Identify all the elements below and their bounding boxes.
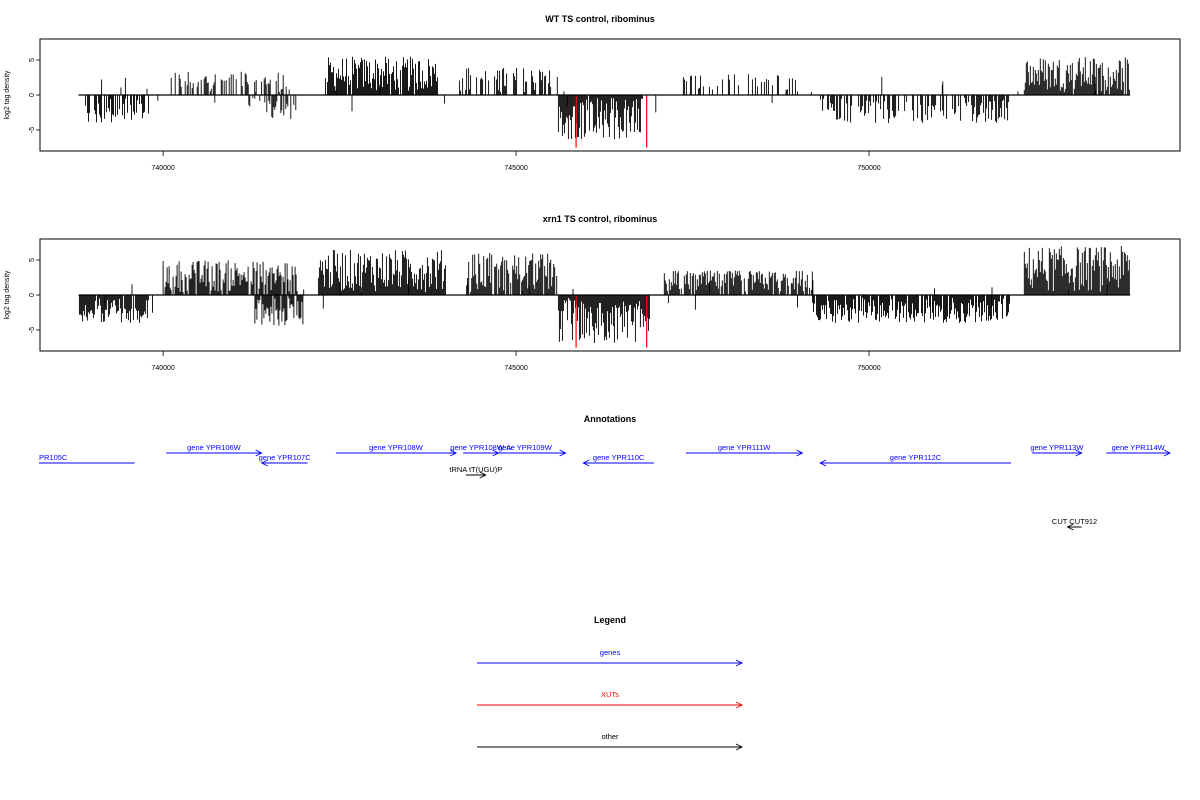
- annotation-feature: gene YPR109W: [484, 443, 567, 457]
- panel-title: xrn1 TS control, ribominus: [543, 214, 658, 224]
- legend-item-xuts: XUTs: [477, 690, 744, 709]
- arrowhead-icon: [1075, 449, 1083, 457]
- annotation-feature: gene YPR113W: [1030, 443, 1084, 457]
- legend-item-other: other: [477, 732, 744, 751]
- signal-bars: [78, 246, 1130, 348]
- legend: Legend genes XUTs other: [477, 615, 744, 751]
- y-axis-label: log2 tag density: [4, 270, 11, 320]
- arrowhead-icon: [449, 449, 458, 457]
- annotation-feature: gene YPR111W: [685, 443, 804, 457]
- arrowhead-icon: [1066, 523, 1074, 531]
- panel-title: WT TS control, ribominus: [545, 14, 655, 24]
- annotation-feature: gene YPR108W: [335, 443, 458, 457]
- annotations-title: Annotations: [584, 414, 637, 424]
- legend-label: XUTs: [601, 690, 619, 699]
- x-tick-label: 745000: [504, 165, 527, 172]
- annotation-feature: gene YPR110C: [582, 453, 654, 467]
- feature-label: gene YPR108W: [369, 443, 424, 452]
- y-tick-label: 0: [29, 293, 36, 297]
- arrowhead-icon: [559, 449, 567, 457]
- feature-label: gene YPR113W: [1030, 443, 1084, 452]
- arrowhead-icon: [819, 459, 827, 467]
- arrowhead-icon: [255, 449, 263, 457]
- arrowhead-icon: [735, 701, 744, 709]
- feature-label: gene YPR111W: [718, 443, 771, 452]
- feature-label: gene YPR110C: [593, 453, 645, 462]
- signal-bars: [85, 56, 1130, 148]
- arrowhead-icon: [260, 459, 268, 467]
- y-tick-label: 0: [29, 93, 36, 97]
- annotation-feature: tRNA tT(UGU)P: [449, 465, 502, 479]
- track-panel-1: WT TS control, ribominus -5 0 5 log2 tag den…: [4, 14, 1181, 172]
- annotation-feature: gene YPR112C: [819, 453, 1011, 467]
- legend-label: other: [601, 732, 619, 741]
- annotation-feature: gene YPR106W: [166, 443, 263, 457]
- x-tick-label: 740000: [151, 165, 174, 172]
- legend-label: genes: [600, 648, 621, 657]
- y-tick-label: -5: [29, 127, 36, 133]
- arrowhead-icon: [735, 659, 744, 667]
- y-tick-label: 5: [29, 258, 36, 262]
- annotation-feature: PR105C: [39, 453, 135, 464]
- annotations-panel: Annotations PR105C gene YPR106W gene YPR107…: [39, 414, 1172, 531]
- annotation-feature: gene YPR107C: [259, 453, 312, 467]
- feature-label: gene YPR114W: [1112, 443, 1166, 452]
- feature-label: tRNA tT(UGU)P: [449, 465, 502, 474]
- x-tick-label: 750000: [857, 365, 880, 372]
- arrowhead-icon: [796, 449, 804, 457]
- arrowhead-icon: [479, 471, 487, 479]
- y-tick-label: 5: [29, 58, 36, 62]
- annotation-feature: CUT CUT912: [1052, 517, 1097, 531]
- y-tick-label: -5: [29, 327, 36, 333]
- x-tick-label: 745000: [504, 365, 527, 372]
- feature-label: gene YPR107C: [259, 453, 312, 462]
- feature-label: gene YPR112C: [890, 453, 942, 462]
- annotation-feature: gene YPR114W: [1106, 443, 1172, 457]
- arrowhead-icon: [735, 743, 744, 751]
- feature-label: gene YPR108W-A: [450, 443, 511, 452]
- legend-item-genes: genes: [477, 648, 744, 667]
- feature-label: gene YPR106W: [187, 443, 242, 452]
- x-tick-label: 750000: [857, 165, 880, 172]
- feature-label: CUT CUT912: [1052, 517, 1097, 526]
- y-axis-label: log2 tag density: [4, 70, 11, 120]
- arrowhead-icon: [1163, 449, 1172, 457]
- feature-label: gene YPR109W: [498, 443, 553, 452]
- x-tick-label: 740000: [151, 365, 174, 372]
- legend-title: Legend: [594, 615, 626, 625]
- arrowhead-icon: [582, 459, 590, 467]
- feature-label: PR105C: [39, 453, 68, 462]
- track-panel-2: xrn1 TS control, ribominus -5 0 5 log2 tag d…: [4, 214, 1181, 372]
